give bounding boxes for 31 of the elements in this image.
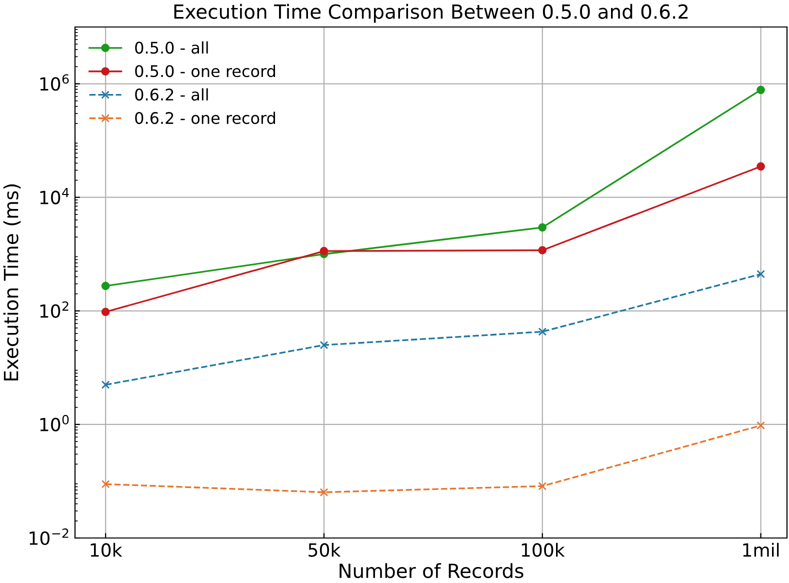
y-axis-title: Execution Time (ms): [3, 184, 21, 380]
x-tick-label: 1mil: [743, 542, 779, 557]
point: [538, 328, 547, 336]
x-tick-label: 10k: [90, 542, 122, 557]
point: [320, 246, 328, 256]
chart-title: Execution Time Comparison Between 0.5.0 and 0.6.2: [174, 4, 688, 23]
point: [756, 162, 765, 171]
point: [101, 282, 110, 290]
point: [756, 421, 765, 430]
x-axis-title: Number of Records: [340, 563, 524, 578]
point: [756, 86, 765, 94]
x-tick-label: 100k: [522, 542, 565, 557]
y-tick-label: 10$^{0}$: [40, 414, 69, 432]
point: [101, 480, 110, 488]
point: [320, 488, 328, 496]
point: [756, 270, 765, 278]
legend-label: 0.5.0 - one record: [135, 64, 276, 78]
legend-label: 0.6.2 - all: [135, 88, 208, 101]
point: [320, 340, 328, 350]
x-tick-label: 50k: [308, 542, 341, 557]
point: [101, 308, 110, 316]
point: [538, 246, 547, 254]
legend-label: 0.6.2 - one record: [135, 112, 276, 124]
point: [538, 482, 547, 490]
point: [101, 380, 110, 389]
y-tick-label: 10$^{4}$: [40, 188, 69, 204]
legend-label: 0.5.0 - all: [135, 41, 208, 54]
y-tick-label: 10$^{6}$: [40, 74, 69, 91]
y-tick-label: 10$^{2}$: [40, 301, 68, 318]
y-tick-label: 10$^{−2}$: [30, 528, 68, 545]
point: [538, 223, 547, 232]
